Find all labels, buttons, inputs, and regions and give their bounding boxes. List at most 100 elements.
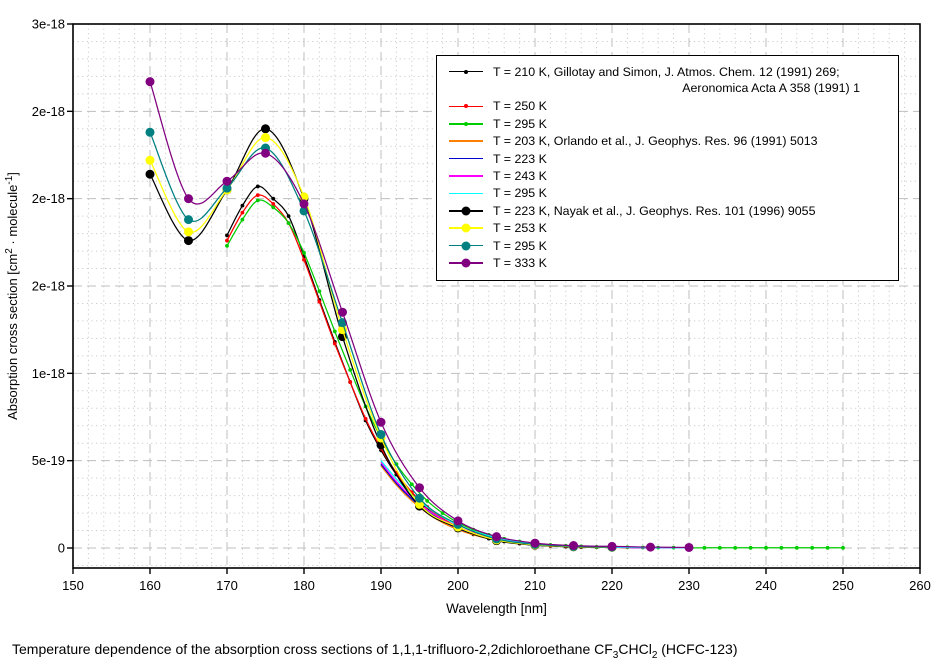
legend-item-label: T = 253 K [493, 221, 547, 236]
data-point-marker [184, 236, 193, 246]
data-point-marker [376, 429, 386, 439]
legend-marker-dot [461, 206, 471, 216]
data-point-marker [702, 545, 707, 550]
data-point-marker [145, 169, 155, 179]
data-point-marker [717, 545, 722, 550]
data-point-marker [415, 483, 424, 493]
legend-line [449, 192, 483, 195]
data-point-marker [299, 199, 309, 209]
legend-item-label: T = 250 K [493, 99, 547, 114]
legend-item-label: T = 210 K, Gillotay and Simon, J. Atmos.… [493, 64, 840, 79]
data-point-marker [225, 243, 229, 248]
data-point-marker [317, 299, 322, 304]
legend-item-orlando-203K: T = 203 K, Orlando et al., J. Geophys. R… [437, 133, 898, 150]
data-point-marker [338, 307, 347, 317]
data-point-marker [240, 203, 245, 208]
x-axis-tick-label: 160 [139, 578, 161, 593]
series-nayak-333K [145, 77, 694, 552]
legend-marker-dot [464, 69, 468, 74]
y-axis-tick-label: 2e-18 [32, 278, 65, 293]
data-point-marker [376, 417, 386, 427]
legend-marker-dot [464, 121, 468, 126]
data-point-marker [261, 124, 270, 134]
x-axis-tick-label: 250 [832, 578, 854, 593]
data-point-marker [145, 155, 155, 165]
y-axis-title: Absorption cross section [cm2 · molecule… [4, 172, 20, 420]
data-point-marker [240, 210, 245, 215]
caption-subscript-3: 3 [612, 650, 619, 661]
data-point-marker [453, 516, 463, 526]
y-axis-tick-label: 5e-19 [32, 453, 65, 468]
data-point-marker [440, 511, 445, 515]
legend-line [449, 175, 483, 177]
x-axis-tick-label: 220 [601, 578, 623, 593]
legend-item-nayak-223K: T = 223 K, Nayak et al., J. Geophys. Res… [437, 202, 898, 219]
legend-item-nayak-295K: T = 295 K [437, 237, 898, 254]
legend-item-label: T = 333 K [493, 255, 547, 270]
data-point-marker [779, 545, 784, 550]
legend-item-label: T = 223 K, Nayak et al., J. Geophys. Res… [493, 203, 816, 218]
legend-line-swatch [449, 100, 483, 112]
legend-line-swatch [449, 257, 483, 269]
data-point-marker [271, 202, 276, 206]
legend-item-gillotay-250K: T = 250 K [437, 98, 898, 115]
data-point-marker [764, 545, 768, 550]
data-point-marker [748, 545, 753, 550]
data-point-marker [184, 227, 193, 237]
caption-subscript-2: 2 [651, 650, 658, 661]
legend-box: T = 210 K, Gillotay and Simon, J. Atmos.… [436, 55, 899, 281]
y-axis-tick-label: 2e-18 [32, 191, 65, 206]
legend-marker-dot [461, 241, 471, 251]
legend-line-swatch [449, 187, 483, 199]
legend-item-label: T = 223 K [493, 151, 547, 166]
data-point-marker [286, 221, 291, 226]
data-point-marker [409, 482, 414, 487]
x-axis-tick-label: 150 [62, 578, 84, 593]
x-axis-tick-label: 180 [293, 578, 315, 593]
legend-line [449, 157, 483, 160]
figure-caption: Temperature dependence of the absorption… [12, 641, 738, 661]
data-point-marker [684, 542, 694, 552]
data-point-marker [222, 183, 232, 193]
legend-line [449, 140, 483, 143]
legend-item-nayak-333K: T = 333 K [437, 254, 898, 271]
legend-item-label: T = 243 K [493, 169, 547, 184]
data-point-marker [255, 184, 260, 189]
legend-item-gillotay-210K: T = 210 K, Gillotay and Simon, J. Atmos.… [437, 63, 898, 80]
data-point-marker [841, 545, 845, 550]
x-axis-tick-label: 230 [678, 578, 700, 593]
x-axis-tick-label: 200 [447, 578, 469, 593]
data-point-marker [184, 215, 193, 225]
data-point-marker [569, 541, 578, 551]
legend-line-swatch [449, 170, 483, 182]
legend-item-label: T = 295 K [493, 238, 547, 253]
legend-line-swatch [449, 153, 483, 165]
legend-marker-dot [461, 223, 471, 233]
legend-line-swatch [449, 135, 483, 147]
x-axis-tick-label: 260 [909, 578, 931, 593]
legend-item-label-line2: Aeronomica Acta A 358 (1991) 1 [682, 81, 860, 96]
legend-item-nayak-253K: T = 253 K [437, 220, 898, 237]
x-axis-tick-label: 210 [524, 578, 546, 593]
x-axis-title: Wavelength [nm] [446, 601, 547, 616]
data-point-marker [794, 545, 799, 550]
legend-item-label: T = 203 K, Orlando et al., J. Geophys. R… [493, 134, 818, 149]
data-point-marker [261, 148, 270, 158]
y-axis-tick-label: 3e-18 [32, 16, 65, 31]
data-point-marker [810, 545, 815, 550]
data-point-marker [302, 250, 306, 255]
data-point-marker [607, 541, 617, 551]
legend-item-orlando-223K: T = 223 K [437, 150, 898, 167]
legend-item-orlando-243K: T = 243 K [437, 167, 898, 184]
data-point-marker [255, 198, 260, 203]
data-point-marker [240, 217, 245, 222]
data-point-marker [363, 416, 368, 421]
data-point-marker [255, 193, 260, 198]
legend-item-orlando-295K: T = 295 K [437, 185, 898, 202]
legend-item-label: T = 295 K [493, 116, 547, 131]
data-point-marker [530, 538, 540, 548]
x-axis-tick-label: 190 [370, 578, 392, 593]
data-point-marker [415, 493, 424, 503]
data-point-marker [145, 77, 155, 87]
